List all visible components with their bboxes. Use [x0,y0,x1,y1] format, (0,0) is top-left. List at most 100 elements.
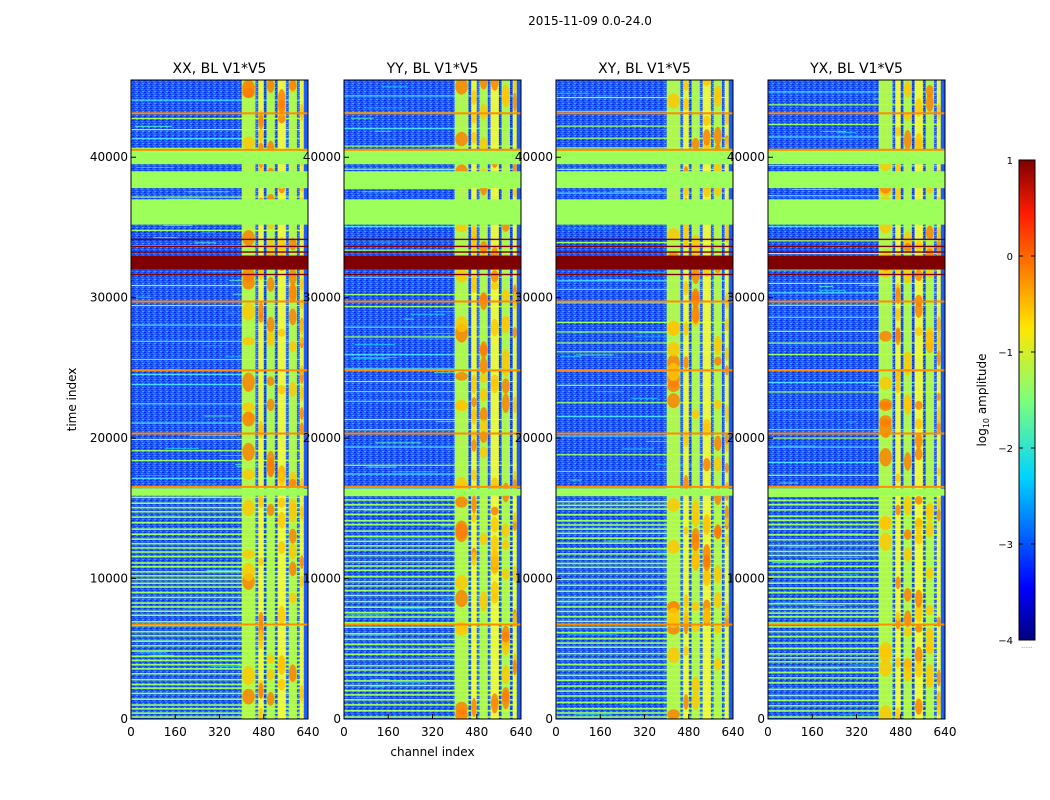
rfi-blob [502,289,510,302]
time-band [768,474,945,476]
rfi-blob [936,333,941,351]
time-band [556,642,733,644]
time-band [768,519,945,522]
time-band [344,95,521,97]
noise-streak [574,714,612,716]
time-band [768,282,945,285]
noise-streak [379,550,405,552]
heatmap-panel-2: XY, BL V1*V5 0 160 320 480 640 0 10000 20000 3000… [515,61,745,739]
rfi-blob [512,519,517,532]
time-band [344,549,521,551]
rfi-blob [879,415,892,428]
rfi-blob [471,469,477,481]
rfi-blob [289,237,297,251]
rfi-blob [936,238,941,258]
rfi-blob [714,85,722,98]
rfi-blob [691,691,700,711]
time-band [768,660,945,663]
rfi-blob [471,397,477,408]
time-band [768,582,945,584]
rfi-channel [702,80,711,719]
noise-streak [225,356,251,358]
rfi-blob [512,396,517,414]
rfi-blob [926,334,934,352]
time-band [131,128,308,131]
time-band [344,519,521,522]
rfi-blob [266,316,275,333]
rfi-line [344,148,521,151]
time-band [131,692,308,695]
flagged-band [344,171,521,189]
time-band [131,614,308,617]
time-band [556,192,733,194]
time-band [344,694,521,696]
noise-streak [165,448,200,450]
rfi-blob [903,81,912,98]
y-tick-label: 40000 [90,150,128,164]
time-band [556,110,733,112]
time-band [131,502,308,505]
time-band [344,658,521,661]
time-band [131,610,308,613]
rfi-blob [258,557,264,566]
rfi-blob [702,513,711,533]
time-band [556,402,733,404]
rfi-blob [471,513,477,523]
rfi-blob [242,302,255,321]
rfi-blob [512,291,517,309]
rfi-blob [724,318,729,332]
rfi-blob [502,378,510,394]
rfi-blob [502,568,510,580]
rfi-blob [299,575,304,588]
time-band [556,566,733,569]
rfi-blob [683,321,689,336]
time-band [131,591,308,594]
noise-streak [640,697,683,699]
time-band [131,117,308,120]
rfi-blob [277,497,286,508]
noise-streak [613,190,663,192]
time-band [768,622,945,624]
time-band [556,695,733,697]
rfi-blob [490,506,499,516]
noise-streak [782,445,815,447]
rfi-blob [277,511,286,529]
y-tick-label: 30000 [727,291,765,305]
noise-streak [430,613,470,615]
time-band [768,682,945,684]
noise-streak [354,344,395,346]
y-axis-label: time index [65,368,79,432]
time-band [768,528,945,530]
noise-streak [818,285,833,287]
rfi-blob [490,693,499,714]
rfi-blob [936,349,941,367]
time-band [131,624,308,627]
noise-streak [792,577,807,579]
saturated-line [768,238,945,241]
noise-streak [781,343,831,345]
time-band [556,519,733,522]
time-band [556,241,733,244]
x-tick-label: 640 [510,725,533,739]
rfi-blob [926,521,934,538]
time-band [556,658,733,661]
rfi-blob [502,539,510,550]
rfi-blob [502,625,510,643]
rfi-blob [683,614,689,626]
rfi-blob [724,603,729,620]
noise-streak [619,497,643,499]
rfi-blob [903,610,912,628]
time-band [556,524,733,526]
rfi-blob [299,319,304,336]
rfi-blob [895,707,901,719]
rfi-blob [512,512,517,524]
panel-title: XY, BL V1*V5 [598,61,691,77]
rfi-line [131,148,308,151]
rfi-blob [714,335,722,356]
rfi-blob [702,80,711,87]
time-band [131,650,308,652]
rfi-blob [502,357,510,377]
noise-streak [814,605,846,607]
noise-streak [153,237,177,239]
